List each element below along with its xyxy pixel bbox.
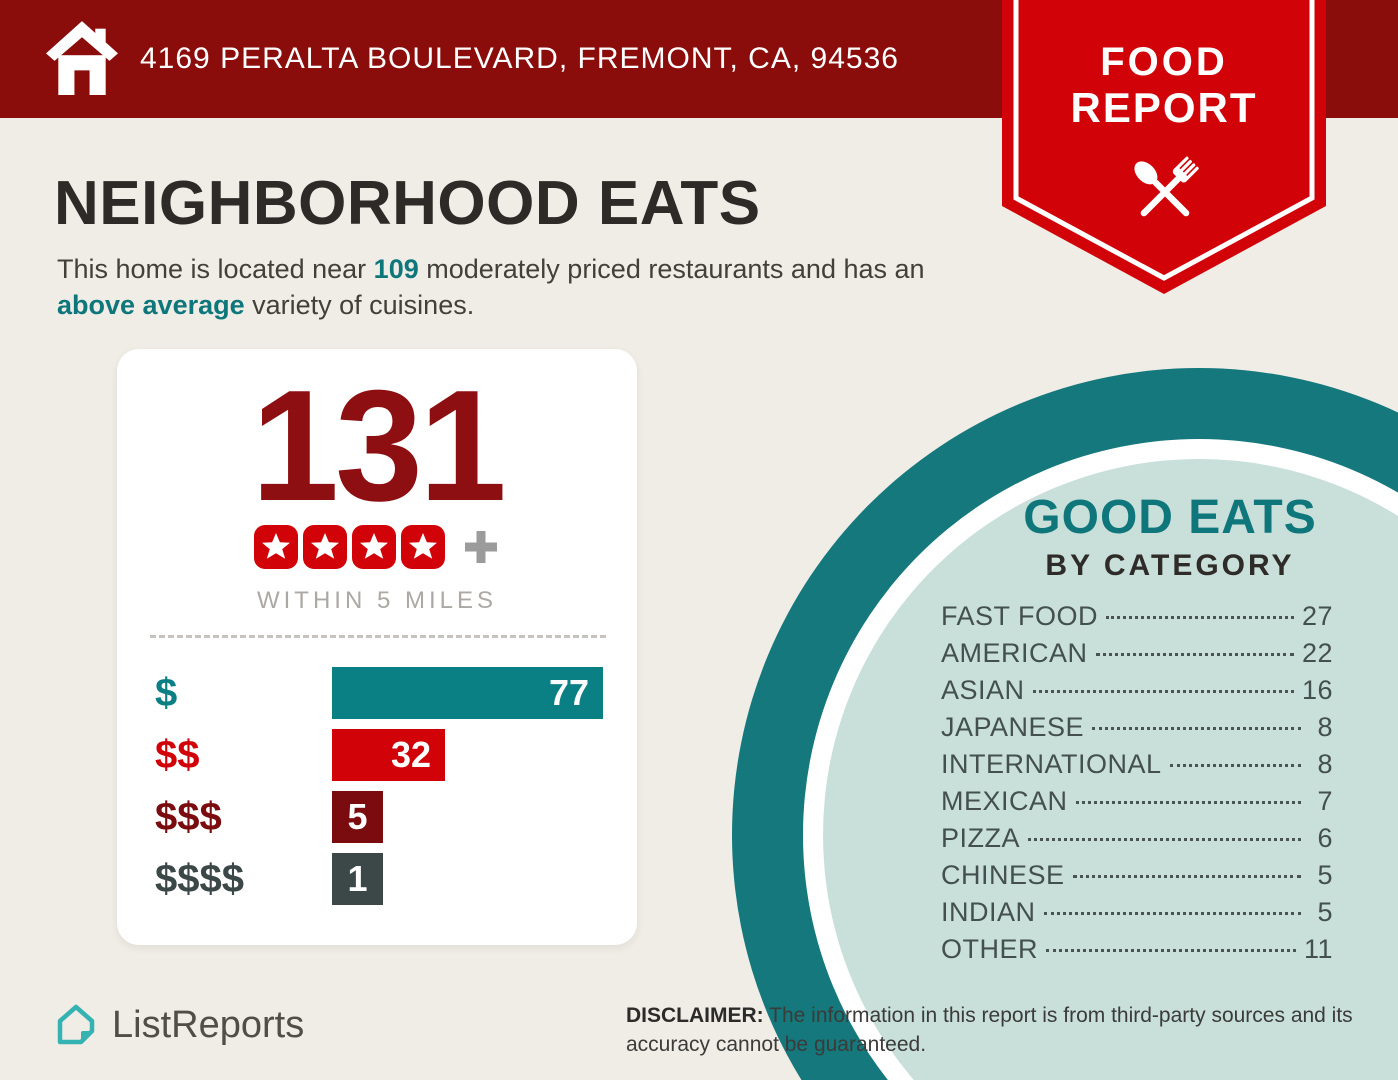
category-label: OTHER [941,934,1038,964]
category-label: CHINESE [941,860,1065,890]
ribbon-label-food: FOOD [1100,40,1228,84]
category-value: 5 [1317,860,1333,890]
category-value: 8 [1317,749,1333,779]
category-label: INDIAN [941,897,1036,927]
category-label: AMERICAN [941,638,1088,668]
star-rating [117,525,637,569]
star-icon [303,525,347,569]
category-row: INTERNATIONAL 8 [941,749,1333,786]
property-address: 4169 PERALTA BOULEVARD, FREMONT, CA, 945… [140,42,899,75]
good-eats-heading: GOOD EATS BY CATEGORY [950,490,1390,583]
category-row: PIZZA 6 [941,823,1333,860]
price-bar-row: $$$ 5 [117,791,637,843]
home-icon [46,21,118,95]
ribbon-shape [1002,0,1326,294]
price-bar-value: 77 [548,672,589,713]
price-tier-label: $$$ [155,794,222,839]
dotted-leader [1169,764,1301,767]
radius-label: WITHIN 5 MILES [256,587,498,614]
disclaimer-text: The information in this report is from t… [626,1004,1353,1056]
dotted-leader [1106,616,1294,619]
food-report-ribbon: FOOD REPORT [1002,0,1326,312]
category-label: JAPANESE [941,712,1085,742]
category-row: JAPANESE 8 [941,712,1333,749]
star-icon [352,525,396,569]
category-label: PIZZA [941,823,1021,853]
dotted-leader [1043,912,1301,915]
category-value: 7 [1317,786,1333,816]
category-row: MEXICAN 7 [941,786,1333,823]
good-eats-title: GOOD EATS [1023,491,1317,544]
ribbon-label-report: REPORT [1070,84,1258,131]
good-eats-list: FAST FOOD 27 AMERICAN 22 ASIAN 16 JAPANESE 8 INT… [941,601,1333,971]
disclaimer-label: DISCLAIMER: [626,1004,764,1027]
intro-count: 109 [373,254,419,284]
category-row: AMERICAN 22 [941,638,1333,675]
dotted-leader [1072,875,1301,878]
category-label: INTERNATIONAL [941,749,1162,779]
plus-icon [462,528,500,566]
dotted-leader [1046,949,1296,952]
good-eats-subtitle: BY CATEGORY [1045,549,1295,582]
price-tier-label: $ [155,670,178,715]
listreports-logo: ListReports [52,1000,304,1050]
price-bar-value: 32 [390,734,431,775]
restaurant-count: 131 [251,358,507,534]
category-value: 6 [1317,823,1333,853]
dotted-leader [1092,727,1301,730]
category-value: 5 [1317,897,1333,927]
intro-mid: moderately priced restaurants and has an [418,254,925,284]
category-row: OTHER 11 [941,934,1333,971]
price-bar: 32 [332,729,445,781]
category-value: 27 [1301,601,1333,631]
price-bar: 77 [332,667,603,719]
category-label: MEXICAN [941,786,1068,816]
price-bar-value: 5 [347,796,368,837]
price-bar-row: $77 [117,667,637,719]
spoon-fork-icon [1134,156,1199,217]
price-bar-row: $$ 32 [117,729,637,781]
star-icon [401,525,445,569]
category-row: CHINESE 5 [941,860,1333,897]
dotted-leader [1095,653,1294,656]
dotted-leader [1075,801,1301,804]
dashed-divider [150,635,606,638]
price-bars: $77 $$ 32 $$$ 5 $$$$ 1 [117,667,637,915]
category-value: 8 [1317,712,1333,742]
category-value: 22 [1301,638,1333,668]
price-tier-label: $$$$ [155,856,244,901]
intro-text: This home is located near 109 moderately… [57,252,987,323]
listreports-wordmark: ListReports [112,1003,305,1046]
category-row: FAST FOOD 27 [941,601,1333,638]
price-tier-label: $$ [155,732,200,777]
category-label: FAST FOOD [941,601,1099,631]
category-value: 16 [1301,675,1333,705]
category-row: ASIAN 16 [941,675,1333,712]
intro-post: variety of cuisines. [244,289,475,320]
disclaimer: DISCLAIMER: The information in this repo… [626,1002,1371,1060]
dotted-leader [1028,838,1301,841]
intro-pre: This home is located near [57,254,374,284]
category-value: 11 [1303,934,1333,964]
price-bar: 5 [332,791,383,843]
price-bar-value: 1 [347,858,368,899]
dotted-leader [1032,690,1294,693]
category-row: INDIAN 5 [941,897,1333,934]
restaurant-summary-card: 131 WITHIN 5 MILES $77 $$ 32 $$$ 5 $$$$ 1 [117,349,637,945]
category-label: ASIAN [941,675,1025,705]
price-bar-row: $$$$ 1 [117,853,637,905]
intro-highlight: above average [57,289,245,320]
listreports-house-icon [57,1004,95,1045]
page-title: NEIGHBORHOOD EATS [54,169,761,238]
price-bar: 1 [332,853,383,905]
star-icon [254,525,298,569]
